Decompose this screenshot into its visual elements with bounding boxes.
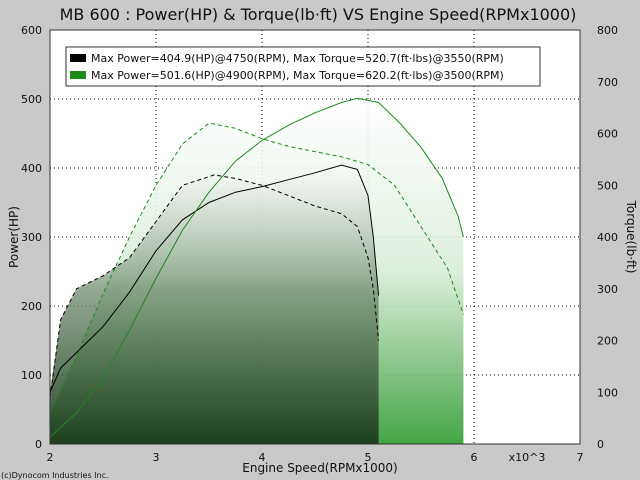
y-right-tick-label: 100 xyxy=(597,386,618,399)
y-left-tick-label: 300 xyxy=(21,231,42,244)
area-fills xyxy=(50,100,464,445)
y-right-tick-label: 300 xyxy=(597,283,618,296)
y-right-tick-label: 800 xyxy=(597,24,618,37)
y-right-tick-label: 700 xyxy=(597,76,618,89)
legend-swatch-black xyxy=(70,54,86,62)
legend-swatch-green xyxy=(70,71,86,79)
x-multiplier-label: x10^3 xyxy=(509,451,546,464)
y-left-tick-label: 600 xyxy=(21,24,42,37)
y-right-tick-label: 400 xyxy=(597,231,618,244)
x-tick-label: 2 xyxy=(47,451,54,464)
torque-line-series-0 xyxy=(49,174,380,398)
y-left-tick-label: 400 xyxy=(21,162,42,175)
power-line-series-0 xyxy=(49,164,380,393)
y-left-tick-label: 100 xyxy=(21,369,42,382)
x-tick-label: 3 xyxy=(153,451,160,464)
y-left-tick-label: 0 xyxy=(35,438,42,451)
tick-labels: 2 3 4 5 6 70100200300400500600010020030040050… xyxy=(21,24,618,464)
power-line-series-1 xyxy=(49,97,464,438)
x-axis-label: Engine Speed(RPMx1000) xyxy=(242,461,398,475)
legend: Max Power=404.9(HP)@4750(RPM), Max Torqu… xyxy=(65,46,541,87)
series-lines xyxy=(49,97,464,438)
legend-entry-black: Max Power=404.9(HP)@4750(RPM), Max Torqu… xyxy=(91,52,504,65)
legend-box xyxy=(65,46,541,87)
copyright-text: (c)Dynocom Industries Inc. xyxy=(1,471,109,480)
y-left-tick-label: 200 xyxy=(21,300,42,313)
chart-title: MB 600 : Power(HP) & Torque(lb·ft) VS En… xyxy=(60,5,577,24)
legend-entry-green: Max Power=501.6(HP)@4900(RPM), Max Torqu… xyxy=(91,69,504,82)
x-tick-label: 7 xyxy=(577,451,584,464)
y-left-axis-label: Power(HP) xyxy=(7,206,21,268)
torque-line-series-1 xyxy=(49,122,464,414)
y-right-tick-label: 600 xyxy=(597,128,618,141)
x-tick-label: 5 xyxy=(365,451,372,464)
y-left-tick-label: 500 xyxy=(21,93,42,106)
y-right-axis-label: Torque(lb·ft) xyxy=(624,200,638,274)
x-tick-label: 4 xyxy=(259,451,266,464)
area-fill-series-0 xyxy=(50,165,379,444)
y-right-tick-label: 0 xyxy=(597,438,604,451)
y-right-tick-label: 500 xyxy=(597,179,618,192)
plot-frame xyxy=(49,29,581,445)
y-right-tick-label: 200 xyxy=(597,335,618,348)
x-tick-label: 6 xyxy=(471,451,478,464)
